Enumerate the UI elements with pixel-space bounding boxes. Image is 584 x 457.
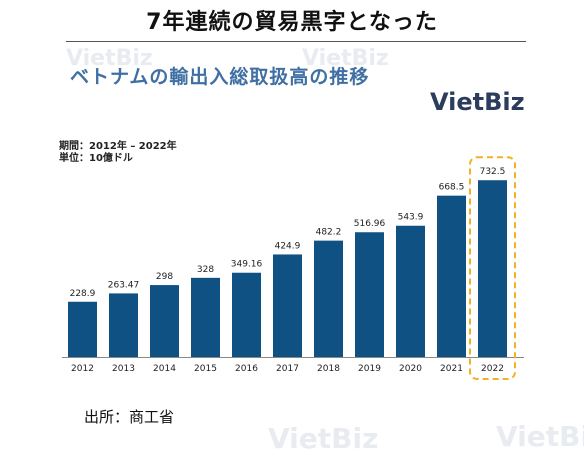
period-label: 期間：2012年 – 2022年 — [59, 141, 177, 152]
tick-label-2016: 2016 — [235, 364, 258, 374]
tick-label-2019: 2019 — [358, 364, 381, 374]
tick-label-2021: 2021 — [440, 364, 463, 374]
tick-label-2018: 2018 — [317, 364, 340, 374]
bar-2019 — [355, 232, 384, 357]
data-label-2012: 228.9 — [70, 289, 96, 299]
data-label-2013: 263.47 — [108, 280, 140, 290]
bar-2014 — [150, 285, 179, 357]
data-label-2015: 328 — [197, 265, 214, 275]
bar-2017 — [273, 254, 302, 357]
bar-2013 — [109, 293, 138, 357]
highlight-box-2022 — [469, 156, 516, 380]
vietbiz-logo: VietBiz — [430, 88, 525, 116]
watermark: VietBiz — [268, 422, 379, 455]
tick-label-2014: 2014 — [153, 364, 176, 374]
bar-2021 — [437, 195, 466, 357]
bar-2022 — [478, 180, 507, 357]
data-label-2017: 424.9 — [275, 241, 301, 251]
bar-2020 — [396, 225, 425, 357]
bar-2015 — [191, 277, 220, 357]
data-label-2018: 482.2 — [316, 228, 342, 238]
tick-label-2015: 2015 — [194, 364, 217, 374]
headline-divider — [66, 41, 526, 42]
data-label-2020: 543.9 — [398, 213, 424, 223]
data-label-2021: 668.5 — [439, 183, 465, 193]
watermark: VietBiz — [496, 420, 584, 453]
chart-title: ベトナムの輸出入総取扱高の推移 — [70, 66, 370, 88]
tick-label-2013: 2013 — [112, 364, 135, 374]
source-note: 出所：商工省 — [84, 408, 175, 426]
data-label-2016: 349.16 — [231, 260, 263, 270]
logo-viet: Viet — [430, 88, 485, 116]
bar-2018 — [314, 240, 343, 357]
tick-label-2022: 2022 — [481, 364, 504, 374]
headline: 7年連続の貿易黒字となった — [146, 10, 438, 35]
watermark: VietBiz — [302, 46, 389, 71]
unit-label: 単位：10億ドル — [59, 153, 133, 164]
logo-biz: Biz — [484, 88, 525, 116]
data-label-2022: 732.5 — [480, 167, 506, 177]
bar-2012 — [68, 301, 97, 357]
data-label-2019: 516.96 — [354, 219, 386, 229]
watermark: VietBiz — [66, 46, 153, 71]
tick-label-2020: 2020 — [399, 364, 422, 374]
data-label-2014: 298 — [156, 272, 173, 282]
tick-label-2017: 2017 — [276, 364, 299, 374]
tick-label-2012: 2012 — [71, 364, 94, 374]
bar-2016 — [232, 272, 261, 357]
